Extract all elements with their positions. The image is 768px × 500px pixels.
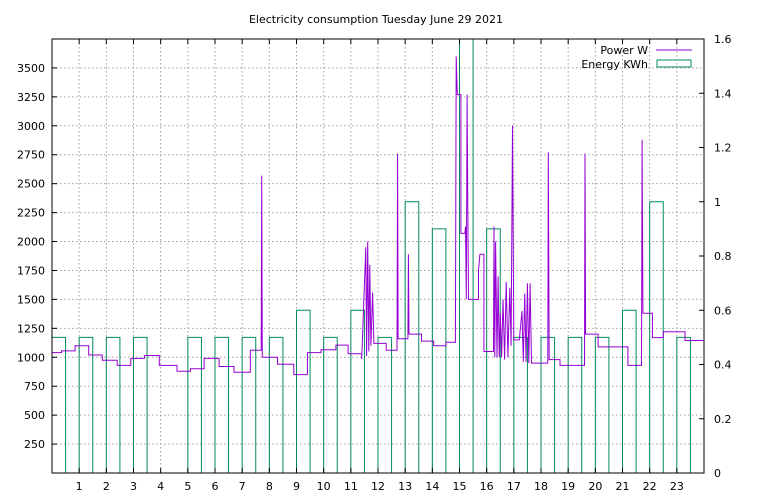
- x-tick-label: 22: [643, 480, 657, 493]
- x-tick-label: 23: [670, 480, 684, 493]
- y-left-tick-label: 1500: [17, 293, 45, 306]
- y-left-tick-label: 1750: [17, 264, 45, 277]
- energy-series: [51, 38, 691, 474]
- y-left-tick-label: 500: [24, 409, 45, 422]
- x-tick-label: 14: [425, 480, 439, 493]
- x-tick-label: 2: [103, 480, 110, 493]
- x-tick-label: 5: [184, 480, 191, 493]
- y-right-tick-label: 0.2: [714, 413, 732, 426]
- energy-bar: [622, 309, 637, 474]
- legend: Power W Energy KWh: [581, 44, 692, 71]
- legend-swatch-energy: [656, 59, 692, 68]
- legend-label-energy: Energy KWh: [581, 58, 648, 71]
- y-left-tick-label: 2750: [17, 149, 45, 162]
- y-right-tick-label: 1: [714, 196, 721, 209]
- y-right-axis-ticks: 0 0.2 0.4 0.6 0.8 1 1.2 1.4 1.6: [699, 33, 732, 480]
- energy-bar: [404, 201, 420, 474]
- x-tick-label: 19: [561, 480, 575, 493]
- x-tick-label: 17: [507, 480, 521, 493]
- power-line: [52, 56, 704, 376]
- y-left-tick-label: 3250: [17, 91, 45, 104]
- y-left-tick-label: 2250: [17, 207, 45, 220]
- y-left-tick-label: 2000: [17, 236, 45, 249]
- y-right-tick-label: 0: [714, 467, 721, 480]
- legend-label-power: Power W: [600, 44, 648, 57]
- x-tick-label: 4: [157, 480, 164, 493]
- x-tick-label: 10: [317, 480, 331, 493]
- x-tick-label: 11: [344, 480, 358, 493]
- x-tick-label: 21: [616, 480, 630, 493]
- x-tick-label: 12: [371, 480, 385, 493]
- y-left-tick-label: 750: [24, 380, 45, 393]
- x-tick-label: 3: [130, 480, 137, 493]
- power-series: [52, 56, 704, 376]
- energy-bar: [187, 336, 202, 474]
- y-right-tick-label: 1.2: [714, 142, 732, 155]
- x-tick-label: 15: [453, 480, 467, 493]
- y-right-tick-label: 0.4: [714, 359, 732, 372]
- chart-title: Electricity consumption Tuesday June 29 …: [249, 13, 503, 26]
- y-right-tick-label: 0.8: [714, 250, 732, 263]
- x-tick-label: 18: [534, 480, 548, 493]
- x-axis-ticks: 1 2 3 4 5 6 7 8 9 10 11 12 13 14 15 16 17 18 19 20 21 22 23: [76, 39, 684, 493]
- y-left-tick-label: 2500: [17, 178, 45, 191]
- x-tick-label: 6: [212, 480, 219, 493]
- y-left-tick-label: 3000: [17, 120, 45, 133]
- y-right-tick-label: 1.6: [714, 33, 732, 46]
- y-left-tick-label: 3500: [17, 62, 45, 75]
- x-tick-label: 16: [480, 480, 494, 493]
- x-tick-label: 9: [293, 480, 300, 493]
- y-left-tick-label: 1250: [17, 322, 45, 335]
- energy-bar: [323, 336, 338, 474]
- grid: [52, 39, 704, 473]
- x-tick-label: 1: [76, 480, 83, 493]
- y-right-tick-label: 0.6: [714, 304, 732, 317]
- x-tick-label: 7: [239, 480, 246, 493]
- x-tick-label: 13: [398, 480, 412, 493]
- x-tick-label: 20: [588, 480, 602, 493]
- energy-bar: [567, 336, 583, 474]
- y-left-tick-label: 1000: [17, 351, 45, 364]
- energy-bar: [296, 309, 311, 474]
- x-tick-label: 8: [266, 480, 273, 493]
- energy-bar: [431, 228, 447, 474]
- y-left-axis-ticks: 250 500 750 1000 1250 1500 1750 2000 2250 2500 275…: [17, 62, 57, 451]
- y-left-tick-label: 250: [24, 438, 45, 451]
- y-right-tick-label: 1.4: [714, 87, 732, 100]
